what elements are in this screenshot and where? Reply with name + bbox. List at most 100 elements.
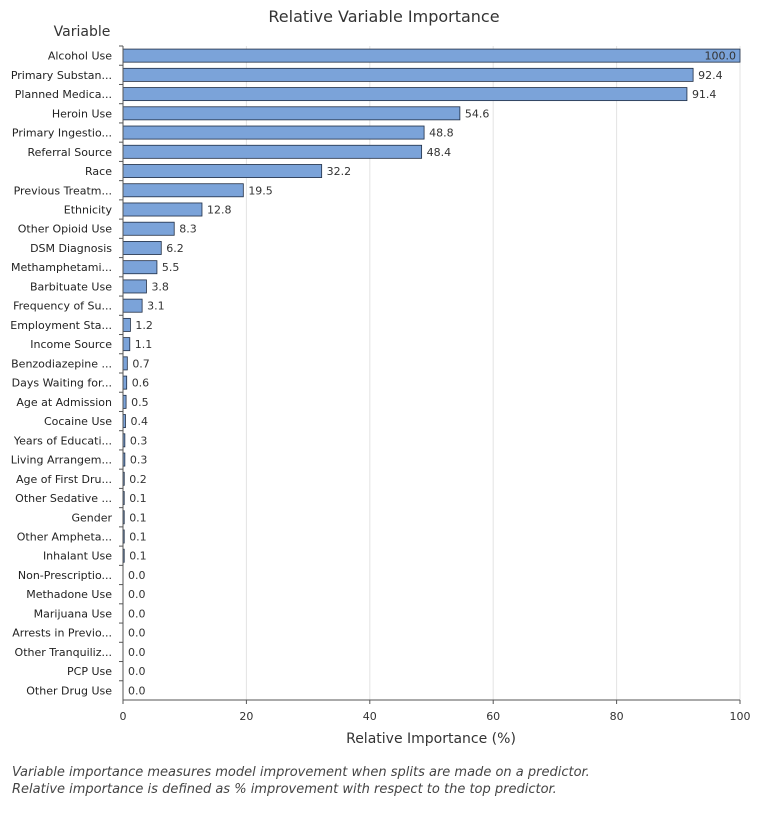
x-tick-label: 0 xyxy=(120,710,127,723)
value-label: 0.0 xyxy=(128,684,146,697)
value-label: 0.5 xyxy=(131,396,149,409)
value-label: 5.5 xyxy=(162,261,180,274)
category-label: PCP Use xyxy=(67,665,112,678)
category-label: Previous Treatm... xyxy=(14,184,112,197)
value-label: 12.8 xyxy=(207,204,232,217)
value-label: 8.3 xyxy=(179,223,197,236)
value-label: 0.0 xyxy=(128,569,146,582)
category-label: Arrests in Previo... xyxy=(12,627,112,640)
x-tick-label: 20 xyxy=(239,710,253,723)
chart-title: Relative Variable Importance xyxy=(268,7,499,26)
bar xyxy=(122,87,688,102)
category-label: Living Arrangem... xyxy=(11,454,112,467)
value-label: 92.4 xyxy=(698,69,723,82)
value-label: 0.4 xyxy=(130,415,148,428)
value-label: 100.0 xyxy=(705,50,737,63)
category-label: Days Waiting for... xyxy=(12,377,112,390)
category-label: Barbituate Use xyxy=(30,280,112,293)
category-label: Other Opioid Use xyxy=(18,223,112,236)
category-label: Gender xyxy=(71,511,112,524)
value-label: 0.0 xyxy=(128,627,146,640)
value-label: 0.0 xyxy=(128,665,146,678)
x-tick-label: 40 xyxy=(363,710,377,723)
category-label: Heroin Use xyxy=(52,107,112,120)
value-label: 48.4 xyxy=(427,146,452,159)
category-label: Employment Sta... xyxy=(10,319,112,332)
x-axis-title: Relative Importance (%) xyxy=(346,731,516,747)
value-label: 0.3 xyxy=(130,454,148,467)
bar xyxy=(122,337,131,352)
value-label: 0.0 xyxy=(128,646,146,659)
category-label: Primary Ingestio... xyxy=(12,127,112,140)
value-label: 1.1 xyxy=(135,338,153,351)
footnote-line-2: Relative importance is defined as % impr… xyxy=(12,782,557,797)
category-label: Other Ampheta... xyxy=(17,531,112,544)
category-label: Other Tranquiliz... xyxy=(15,646,112,659)
value-label: 0.0 xyxy=(128,607,146,620)
category-label: Methadone Use xyxy=(26,588,112,601)
x-tick-label: 80 xyxy=(610,710,624,723)
value-label: 6.2 xyxy=(166,242,184,255)
bar xyxy=(122,164,323,178)
category-label: Cocaine Use xyxy=(44,415,112,428)
category-label: Income Source xyxy=(30,338,112,351)
category-label: Marijuana Use xyxy=(34,607,113,620)
bar xyxy=(122,202,203,217)
y-axis-title: Variable xyxy=(54,24,111,40)
bar xyxy=(122,144,423,159)
variable-importance-chart: Relative Variable Importance Variable Re… xyxy=(10,7,751,747)
axes-group: 0 20 40 60 80 100 Alcohol Use Primary Substan..… xyxy=(10,45,751,723)
value-label: 0.1 xyxy=(129,531,147,544)
category-label: Referral Source xyxy=(28,146,113,159)
value-label: 3.1 xyxy=(147,300,165,313)
value-label: 91.4 xyxy=(692,88,717,101)
bar xyxy=(122,241,162,255)
category-label: Primary Substan... xyxy=(11,69,112,82)
value-label: 0.1 xyxy=(129,511,147,524)
footnote-line-1: Variable importance measures model impro… xyxy=(12,765,590,780)
bars-group: 100.0 92.4 91.4 54.6 48.8 48.4 32.2 19.5 12.8 8.3… xyxy=(122,48,741,697)
bar xyxy=(122,260,158,275)
category-label: Other Drug Use xyxy=(26,684,112,697)
category-label: Inhalant Use xyxy=(43,550,112,563)
value-label: 54.6 xyxy=(465,107,490,120)
category-label: Other Sedative ... xyxy=(15,492,112,505)
value-label: 19.5 xyxy=(248,184,273,197)
category-label: Frequency of Su... xyxy=(13,300,112,313)
x-tick-label: 100 xyxy=(730,710,751,723)
category-label: Age of First Dru... xyxy=(16,473,112,486)
bar xyxy=(122,375,128,390)
value-label: 0.3 xyxy=(130,434,148,447)
value-label: 0.7 xyxy=(132,357,150,370)
category-label: Race xyxy=(85,165,112,178)
category-label: Ethnicity xyxy=(64,204,113,217)
value-label: 1.2 xyxy=(135,319,153,332)
category-label: Years of Educati... xyxy=(13,434,112,447)
bar xyxy=(122,221,175,236)
bar xyxy=(122,125,425,140)
value-label: 3.8 xyxy=(151,280,169,293)
gridlines xyxy=(245,46,741,700)
value-label: 0.0 xyxy=(128,588,146,601)
bar xyxy=(122,356,128,371)
category-label: Planned Medica... xyxy=(15,88,112,101)
bar xyxy=(122,317,131,332)
bar xyxy=(122,67,694,82)
value-label: 0.2 xyxy=(129,473,147,486)
value-label: 48.8 xyxy=(429,127,454,140)
category-label: Age at Admission xyxy=(16,396,112,409)
category-label: Benzodiazepine ... xyxy=(11,357,112,370)
value-label: 32.2 xyxy=(327,165,352,178)
category-label: Methamphetami... xyxy=(11,261,112,274)
category-label: DSM Diagnosis xyxy=(30,242,112,255)
category-label: Non-Prescriptio... xyxy=(18,569,112,582)
bar xyxy=(122,48,741,63)
category-label: Alcohol Use xyxy=(48,50,112,63)
value-label: 0.1 xyxy=(129,550,147,563)
bar xyxy=(122,298,143,313)
value-label: 0.1 xyxy=(129,492,147,505)
x-tick-label: 60 xyxy=(486,710,500,723)
bar xyxy=(122,279,147,294)
bar xyxy=(122,106,461,121)
bar xyxy=(122,183,244,198)
